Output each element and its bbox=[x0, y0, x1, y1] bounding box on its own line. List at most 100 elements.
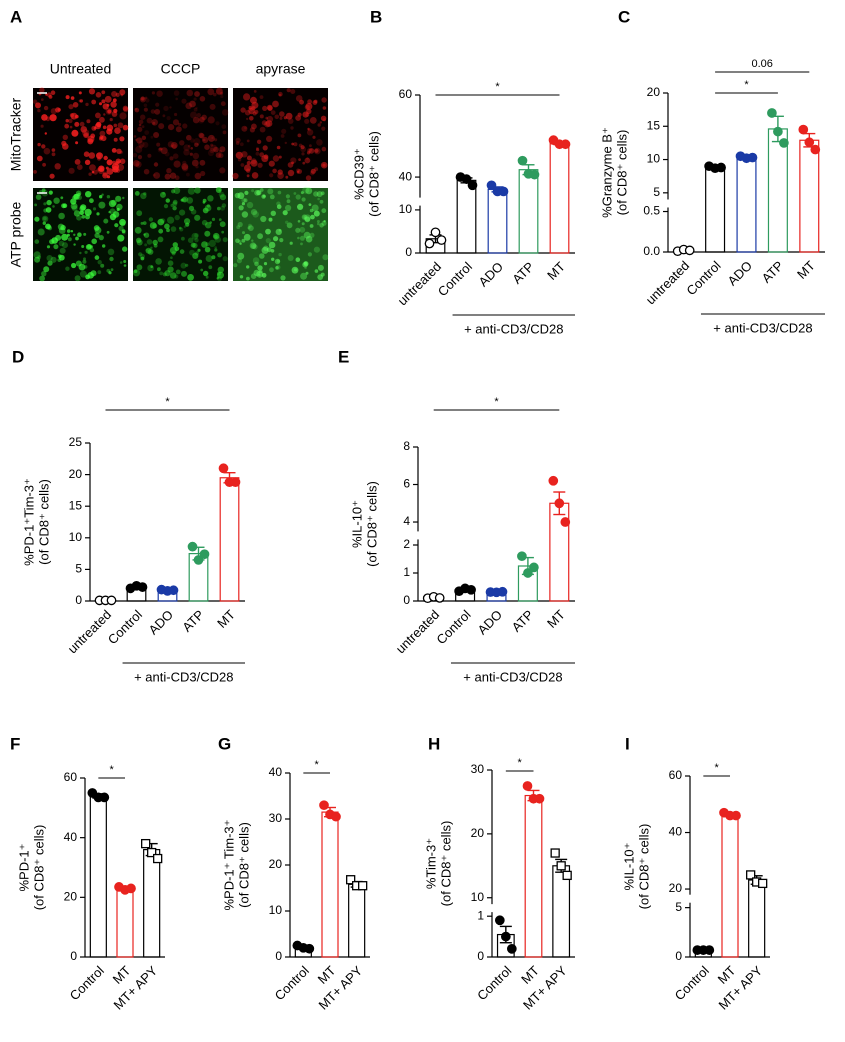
cell-signal bbox=[167, 216, 175, 224]
cell-signal bbox=[278, 155, 282, 159]
cell-signal bbox=[202, 136, 209, 144]
cell-signal bbox=[81, 245, 85, 248]
y-tick-label: 20 bbox=[64, 890, 78, 904]
cell-signal bbox=[182, 160, 187, 166]
cell-signal bbox=[319, 223, 324, 228]
cell-signal bbox=[133, 135, 137, 138]
cell-signal bbox=[287, 169, 295, 177]
cell-signal bbox=[57, 254, 62, 259]
cell-signal bbox=[84, 208, 92, 216]
cell-signal bbox=[164, 173, 171, 180]
data-point bbox=[522, 781, 533, 791]
cell-signal bbox=[35, 194, 42, 200]
cell-signal bbox=[259, 253, 265, 259]
cell-signal bbox=[286, 222, 293, 229]
cell-signal bbox=[43, 147, 51, 155]
cell-signal bbox=[278, 91, 283, 97]
cell-signal bbox=[319, 121, 322, 124]
cell-signal bbox=[312, 135, 316, 139]
data-point bbox=[498, 186, 509, 197]
cell-signal bbox=[306, 151, 311, 155]
cell-signal bbox=[308, 203, 312, 207]
cell-signal bbox=[64, 123, 70, 129]
y-tick-label: 20 bbox=[269, 857, 283, 871]
cell-signal bbox=[252, 111, 257, 116]
cell-signal bbox=[151, 91, 155, 95]
cell-signal bbox=[217, 271, 224, 279]
bar bbox=[219, 477, 240, 602]
cell-signal bbox=[298, 158, 301, 162]
cell-signal bbox=[99, 195, 103, 199]
cell-signal bbox=[62, 143, 69, 150]
data-point bbox=[106, 595, 117, 606]
cell-signal bbox=[50, 90, 56, 95]
bar bbox=[748, 879, 766, 958]
cell-signal bbox=[252, 211, 259, 218]
cell-signal bbox=[207, 149, 215, 157]
significance-label: * bbox=[495, 81, 500, 93]
cell-signal bbox=[106, 230, 110, 234]
microscopy-image bbox=[132, 187, 228, 282]
data-point bbox=[548, 475, 559, 486]
cell-signal bbox=[108, 271, 112, 275]
cell-signal bbox=[212, 232, 220, 240]
y-axis-label: %CD39⁺ bbox=[351, 148, 366, 200]
cell-signal bbox=[68, 118, 73, 124]
cell-signal bbox=[267, 188, 274, 195]
cell-signal bbox=[40, 98, 44, 101]
cell-signal bbox=[143, 233, 146, 236]
cell-signal bbox=[189, 152, 193, 156]
y-tick-label: 20 bbox=[471, 826, 485, 840]
data-point bbox=[346, 875, 356, 885]
cell-signal bbox=[309, 232, 315, 238]
cell-signal bbox=[280, 134, 285, 138]
row-label: ATP probe bbox=[8, 201, 24, 267]
y-tick-label: 0 bbox=[405, 245, 412, 259]
cell-signal bbox=[319, 199, 324, 204]
cell-signal bbox=[152, 121, 156, 125]
data-point bbox=[497, 586, 508, 597]
cell-signal bbox=[200, 268, 204, 272]
cell-signal bbox=[256, 190, 262, 196]
cell-signal bbox=[180, 198, 184, 202]
cell-signal bbox=[119, 158, 126, 165]
cell-signal bbox=[254, 109, 259, 115]
cell-signal bbox=[306, 129, 314, 136]
y-tick-label: 5 bbox=[653, 185, 660, 199]
image-background bbox=[133, 88, 228, 181]
cell-signal bbox=[302, 161, 306, 165]
cell-signal bbox=[270, 110, 276, 115]
cell-signal bbox=[141, 135, 147, 140]
cell-signal bbox=[106, 159, 113, 166]
cell-signal bbox=[322, 254, 329, 261]
cell-signal bbox=[98, 235, 104, 241]
cell-signal bbox=[293, 192, 297, 195]
y-tick-label: 10 bbox=[471, 890, 485, 904]
cell-signal bbox=[270, 210, 276, 216]
cell-signal bbox=[289, 241, 293, 245]
cell-signal bbox=[120, 93, 124, 97]
cell-signal bbox=[285, 220, 289, 224]
cell-signal bbox=[47, 226, 53, 231]
cell-signal bbox=[167, 266, 174, 273]
cell-signal bbox=[202, 207, 209, 214]
cell-signal bbox=[106, 195, 111, 199]
cell-signal bbox=[68, 104, 74, 110]
cell-signal bbox=[237, 158, 242, 162]
y-axis-label: %PD-1⁺ Tim-3⁺ bbox=[221, 819, 236, 910]
cell-signal bbox=[275, 265, 281, 270]
cell-signal bbox=[241, 125, 248, 132]
cell-signal bbox=[60, 196, 64, 200]
cell-signal bbox=[160, 147, 163, 151]
bar bbox=[549, 142, 570, 254]
y-tick-label: 0 bbox=[675, 949, 682, 963]
data-point bbox=[704, 945, 715, 955]
cell-signal bbox=[221, 109, 229, 116]
data-point bbox=[486, 180, 497, 191]
cell-signal bbox=[314, 269, 319, 273]
cell-signal bbox=[91, 170, 95, 174]
x-tick-label: ATP bbox=[509, 607, 537, 635]
cell-signal bbox=[270, 249, 275, 253]
cell-signal bbox=[200, 170, 206, 177]
cell-signal bbox=[207, 195, 214, 202]
